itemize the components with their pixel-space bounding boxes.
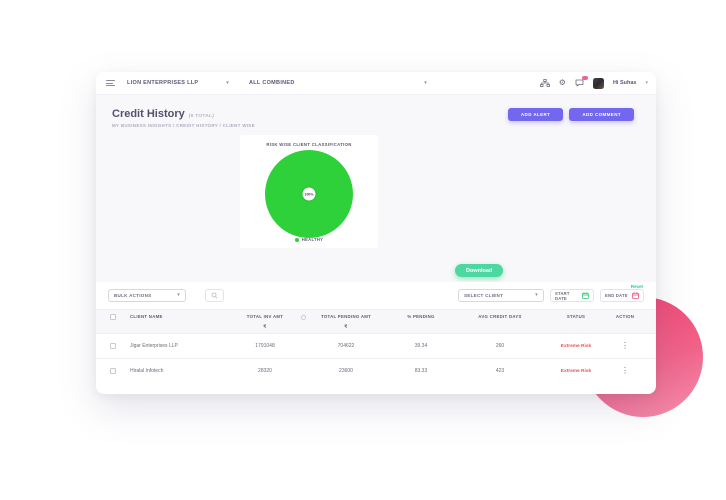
table-row[interactable]: Hiralal Infotech 28320 23600 83.33 423 E… [96,358,656,384]
content-area: Credit History (6 TOTAL) MY BUSINESS INS… [96,95,656,282]
row-checkbox[interactable] [110,343,116,350]
column-header-total-pending-amt[interactable]: TOTAL PENDING AMT ₹ [320,314,372,330]
column-header-action: ACTION [615,314,635,319]
chevron-down-icon[interactable]: ▾ [645,79,648,86]
cell-pct-pending: 83.33 [414,368,428,375]
topbar: LION ENTERPRISES LLP ▾ ALL COMBINED ▾ ⚙ [96,72,656,95]
currency-symbol: ₹ [344,324,348,330]
cell-total-inv-amt: 28320 [258,368,272,375]
right-filters: Reset SELECT CLIENT ▾ START DATE END DAT… [458,282,644,309]
column-header-avg-credit-days[interactable]: AVG CREDIT DAYS [478,314,522,319]
column-header-total-inv-amt[interactable]: TOTAL INV AMT ₹ [246,314,284,330]
bulk-actions-label: BULK ACTIONS [114,293,152,298]
start-date-label: START DATE [555,290,570,301]
company-select[interactable]: LION ENTERPRISES LLP ▾ [127,80,229,86]
column-header-status[interactable]: STATUS [566,314,586,319]
topbar-right: ⚙ Hi Suhas ▾ [539,76,648,89]
column-header-client-name[interactable]: CLIENT NAME [130,314,163,319]
risk-chart-card: RISK WISE CLIENT CLASSIFICATION 100% HEA… [240,135,378,248]
column-header-pct-pending[interactable]: % PENDING [407,314,435,319]
chart-title: RISK WISE CLIENT CLASSIFICATION [266,142,352,147]
cell-total-pending-amt: 23600 [339,368,353,375]
cell-avg-credit-days: 423 [495,368,505,375]
reset-link[interactable]: Reset [630,284,643,289]
add-alert-button[interactable]: ADD ALERT [507,108,564,121]
user-greeting: Hi Suhas [612,80,637,86]
cell-avg-credit-days: 260 [495,343,505,350]
select-all-checkbox[interactable] [110,314,116,320]
company-name: LION ENTERPRISES LLP [127,80,199,86]
chevron-down-icon: ▾ [226,79,229,86]
status-badge: Extreme Risk [560,368,592,374]
pie-center-label: 100% [302,187,316,201]
status-badge: Extreme Risk [560,343,592,349]
pie-chart[interactable]: 100% [265,150,353,238]
download-button[interactable]: Download [455,264,504,277]
chevron-down-icon: ▾ [535,292,538,298]
row-actions-menu-icon[interactable]: ⋮ [621,341,629,351]
breadcrumb: MY BUSINESS INSIGHTS / CREDIT HISTORY / … [112,123,255,129]
cell-total-pending-amt: 704622 [337,343,355,350]
filter-row: BULK ACTIONS ▾ Reset SELECT CLIENT ▾ STA… [96,282,656,309]
bulk-actions-select[interactable]: BULK ACTIONS ▾ [108,289,186,302]
total-count: (6 TOTAL) [188,114,215,119]
avatar[interactable] [592,77,604,89]
row-checkbox[interactable] [110,368,116,375]
page-head: Credit History (6 TOTAL) MY BUSINESS INS… [96,95,656,128]
row-actions-menu-icon[interactable]: ⋮ [621,366,629,376]
add-comment-button[interactable]: ADD COMMENT [569,108,634,121]
app-window: LION ENTERPRISES LLP ▾ ALL COMBINED ▾ ⚙ [96,72,656,394]
menu-icon[interactable] [106,80,115,86]
end-date-label: END DATE [605,293,628,298]
cell-client-name: Jigar Enterprises LLP [130,343,178,350]
cell-client-name: Hiralal Infotech [130,368,164,375]
gear-icon[interactable]: ⚙ [558,78,566,87]
notifications-icon[interactable] [575,76,588,87]
notification-badge [581,76,588,80]
select-client-dropdown[interactable]: SELECT CLIENT ▾ [458,289,544,302]
scope-select[interactable]: ALL COMBINED ▾ [249,80,427,86]
search-button[interactable] [205,289,224,302]
table-row[interactable]: Jigar Enterprises LLP 1791048 704622 39.… [96,333,656,359]
start-date-field[interactable]: START DATE [550,289,594,302]
info-icon[interactable] [301,315,306,320]
chevron-down-icon: ▾ [424,79,427,86]
calendar-icon [632,292,639,299]
page-title: Credit History [112,108,185,120]
legend-label: HEALTHY [301,237,324,242]
cell-total-inv-amt: 1791048 [255,343,275,350]
select-client-label: SELECT CLIENT [464,293,504,298]
cell-pct-pending: 39.34 [414,343,428,350]
chevron-down-icon: ▾ [177,292,180,298]
chart-legend: HEALTHY [240,237,378,242]
scope-label: ALL COMBINED [249,80,295,86]
table-header: CLIENT NAME TOTAL INV AMT ₹ TOTAL PENDIN… [96,309,656,334]
currency-symbol: ₹ [263,324,267,330]
legend-dot-icon [294,237,299,242]
sitemap-icon[interactable] [539,79,550,87]
calendar-icon [582,292,589,299]
search-icon [211,292,218,299]
end-date-field[interactable]: END DATE [600,289,644,302]
